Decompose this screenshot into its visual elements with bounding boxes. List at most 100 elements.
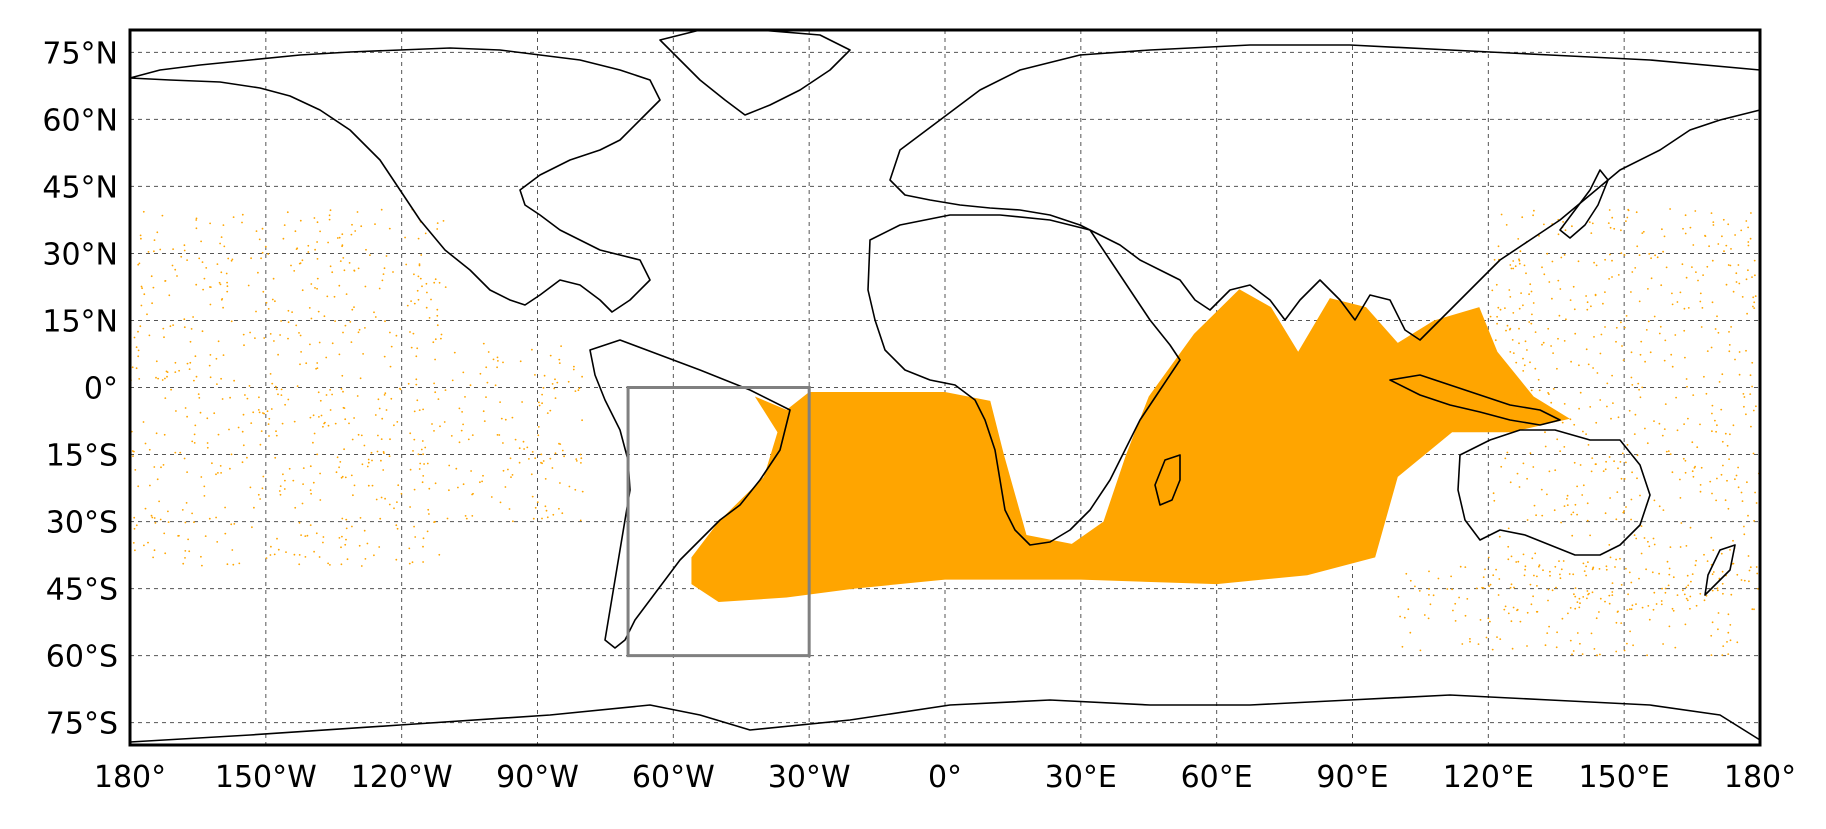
particle	[1751, 276, 1753, 278]
particle	[170, 388, 173, 391]
particle	[1680, 522, 1683, 524]
particle	[283, 488, 286, 490]
particle	[444, 389, 447, 391]
particle	[195, 283, 198, 286]
particle	[378, 287, 381, 290]
particle	[1498, 578, 1501, 580]
particle	[1532, 214, 1534, 217]
particle	[254, 337, 256, 339]
particle	[541, 402, 543, 405]
particle	[265, 557, 268, 559]
particle	[167, 521, 170, 523]
particle	[1596, 654, 1598, 657]
particle	[270, 545, 272, 548]
particle	[354, 230, 357, 232]
particle	[195, 217, 198, 220]
antarctica-coast	[129, 694, 1761, 743]
particle	[1611, 259, 1613, 262]
particle	[135, 524, 138, 527]
particle	[1623, 510, 1625, 513]
particle	[1454, 602, 1457, 605]
particle	[292, 479, 295, 482]
particle	[1546, 632, 1549, 634]
lat-tick-label: 15°N	[42, 304, 118, 339]
particle	[168, 294, 171, 297]
particle	[1397, 595, 1400, 598]
particle	[383, 452, 385, 454]
particle	[458, 407, 461, 410]
particle	[322, 425, 324, 428]
particle	[220, 377, 223, 380]
particle	[399, 387, 401, 390]
particle	[1687, 307, 1690, 309]
particle	[1541, 266, 1543, 269]
particle	[345, 293, 348, 295]
particle	[1446, 588, 1449, 590]
lat-tick-label: 60°N	[42, 103, 118, 138]
particle	[306, 534, 309, 537]
particle	[1676, 594, 1679, 596]
particle	[1496, 322, 1498, 325]
particle	[1525, 272, 1527, 275]
particle	[364, 285, 367, 288]
particle	[1728, 331, 1730, 333]
particle	[1716, 589, 1719, 592]
particle	[1628, 409, 1631, 412]
particle	[142, 421, 145, 423]
lon-tick-label: 120°E	[1443, 760, 1534, 795]
particle	[1604, 326, 1606, 328]
particle	[1529, 361, 1531, 364]
particle	[1735, 272, 1738, 275]
particle	[1730, 593, 1733, 596]
particle	[470, 470, 472, 472]
particle	[369, 254, 371, 256]
particle	[549, 457, 552, 460]
particle	[1585, 574, 1587, 577]
particle	[161, 379, 164, 381]
particle	[1613, 460, 1615, 463]
particle	[171, 264, 174, 267]
particle	[350, 233, 353, 236]
particle	[1609, 556, 1612, 559]
particle	[269, 554, 272, 556]
particle	[1745, 349, 1747, 352]
particle	[1466, 598, 1469, 600]
particle	[1689, 595, 1692, 598]
particle	[334, 422, 337, 425]
particle	[1751, 608, 1754, 611]
particle	[1708, 245, 1710, 248]
particle	[1752, 409, 1755, 412]
particle	[531, 495, 534, 498]
particle	[458, 441, 461, 444]
particle	[1579, 642, 1581, 645]
particle	[1706, 350, 1709, 352]
particle	[164, 397, 167, 399]
particle	[1682, 457, 1685, 460]
particle	[1734, 234, 1736, 236]
particle	[559, 482, 561, 484]
particle	[1686, 599, 1689, 602]
particle	[1735, 474, 1738, 477]
particle	[1747, 226, 1749, 229]
particle	[1418, 590, 1421, 592]
particle	[327, 562, 329, 565]
particle	[378, 407, 381, 410]
particle	[1497, 594, 1500, 596]
particle	[199, 411, 202, 414]
particle	[219, 242, 222, 245]
particle	[338, 537, 341, 539]
particle	[1615, 518, 1618, 521]
particle	[413, 488, 416, 491]
particle	[1477, 643, 1480, 645]
particle	[544, 478, 547, 480]
particle	[579, 519, 582, 522]
particle	[1608, 456, 1611, 458]
particle	[261, 227, 264, 230]
particle	[1653, 499, 1656, 502]
particle	[1671, 607, 1674, 610]
particle	[1641, 386, 1644, 389]
particle	[164, 377, 166, 380]
particle	[1547, 588, 1550, 591]
particle	[364, 558, 367, 560]
particle	[531, 451, 534, 453]
